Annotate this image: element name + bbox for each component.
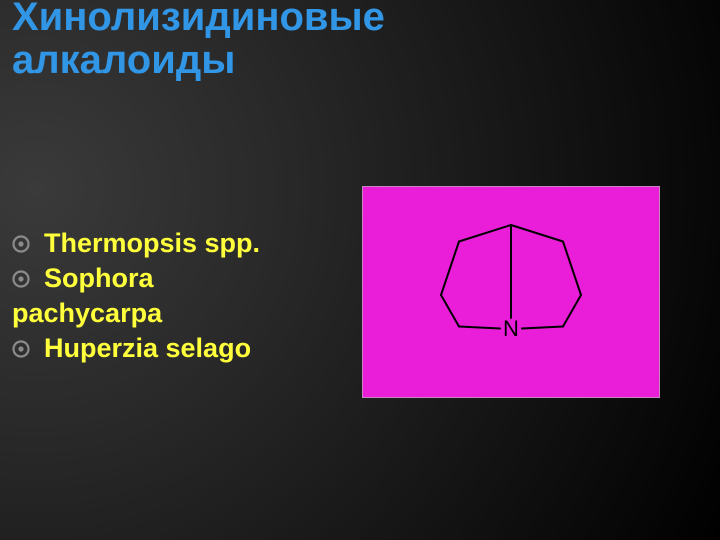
slide-title: Хинолизидиновые алкалоиды xyxy=(12,0,442,82)
bullet-item: Sophora xyxy=(12,263,362,294)
chemical-structure: N xyxy=(362,186,660,398)
bullet-item: Thermopsis spp. xyxy=(12,228,362,259)
bullet-item: Huperzia selago xyxy=(12,333,362,364)
bullet-label: Huperzia selago xyxy=(44,333,251,364)
bullet-label: Sophora xyxy=(44,263,154,294)
bullet-marker-icon xyxy=(12,340,30,358)
quinolizidine-diagram: N xyxy=(363,187,659,397)
slide: Хинолизидиновые алкалоиды Thermopsis spp… xyxy=(0,0,720,540)
bullet-continuation: pachycarpa xyxy=(12,298,362,329)
bullet-marker-icon xyxy=(12,270,30,288)
bullet-marker-icon xyxy=(12,235,30,253)
bullet-label: Thermopsis spp. xyxy=(44,228,260,259)
bullet-list: Thermopsis spp. Sophora pachycarpa Huperzia… xyxy=(12,224,362,368)
nitrogen-atom-label: N xyxy=(503,316,519,341)
